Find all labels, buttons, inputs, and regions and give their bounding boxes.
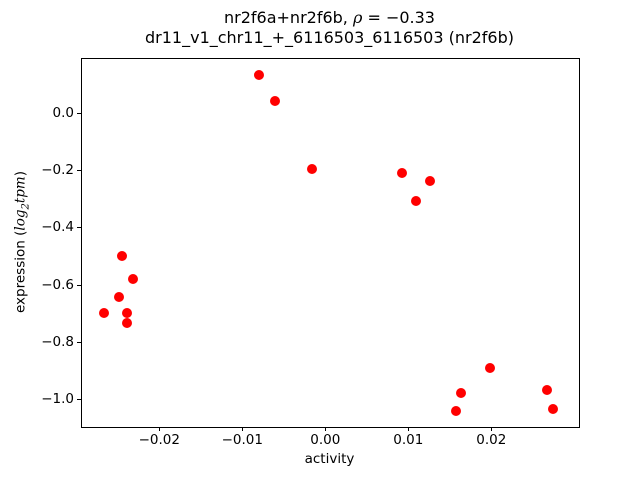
plot-area	[81, 58, 580, 428]
x-tick-label: 0.02	[476, 432, 507, 448]
y-tick-mark	[77, 284, 81, 286]
scatter-point	[396, 167, 407, 178]
x-tick-label: 0.00	[310, 432, 341, 448]
scatter-point	[127, 273, 138, 284]
scatter-point	[451, 405, 462, 416]
rho-symbol: ρ	[352, 8, 363, 27]
y-tick-label: −0.4	[41, 219, 74, 236]
y-axis-label: expression (log2tpm)	[12, 170, 32, 314]
scatter-point	[547, 404, 558, 415]
x-tick-mark	[325, 427, 327, 431]
scatter-point	[484, 363, 495, 374]
scatter-point	[98, 307, 109, 318]
x-tick-mark	[242, 427, 244, 431]
chart-subtitle: dr11_v1_chr11_+_6116503_6116503 (nr2f6b)	[145, 28, 514, 47]
y-tick-mark	[77, 113, 81, 115]
scatter-point	[253, 69, 264, 80]
chart-title-rho-value: = −0.33	[362, 8, 435, 27]
scatter-point	[116, 250, 127, 261]
scatter-point	[269, 95, 280, 106]
y-tick-label: −0.8	[41, 333, 74, 350]
x-tick-mark	[408, 427, 410, 431]
y-tick-mark	[77, 227, 81, 229]
x-axis-label: activity	[304, 451, 355, 467]
y-tick-label: −1.0	[41, 390, 74, 407]
y-tick-mark	[77, 398, 81, 400]
x-tick-mark	[159, 427, 161, 431]
scatter-point	[121, 307, 132, 318]
x-tick-mark	[491, 427, 493, 431]
scatter-point	[541, 384, 552, 395]
x-tick-label: 0.01	[393, 432, 424, 448]
chart-title-block: nr2f6a+nr2f6b, ρ = −0.33 dr11_v1_chr11_+…	[81, 8, 578, 48]
scatter-point	[307, 164, 318, 175]
chart-title-gene: nr2f6a+nr2f6b,	[224, 8, 353, 27]
y-tick-label: −0.6	[41, 276, 74, 293]
chart-title: nr2f6a+nr2f6b, ρ = −0.33	[81, 8, 578, 28]
scatter-point	[121, 318, 132, 329]
scatter-point	[410, 195, 421, 206]
y-tick-mark	[77, 341, 81, 343]
x-tick-label: −0.01	[221, 432, 263, 448]
scatter-point	[456, 387, 467, 398]
y-tick-mark	[77, 170, 81, 172]
y-tick-label: 0.0	[52, 105, 74, 122]
x-tick-label: −0.02	[138, 432, 180, 448]
scatter-point	[113, 291, 124, 302]
scatter-point	[424, 175, 435, 186]
y-tick-label: −0.2	[41, 162, 74, 179]
